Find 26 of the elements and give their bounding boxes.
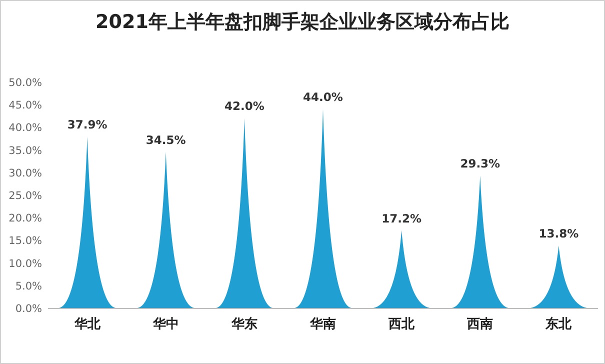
x-tick-label: 西北 [388,317,416,332]
data-label: 17.2% [382,211,422,226]
y-tick-label: 15.0% [8,235,42,248]
data-label: 37.9% [67,118,108,132]
y-tick-label: 5.0% [15,280,42,292]
chart-title: 2021年上半年盘扣脚手架企业业务区域分布占比 [96,11,510,33]
x-tick-label: 西南 [466,317,494,332]
y-tick-label: 25.0% [8,190,42,202]
x-tick-label: 东北 [544,316,573,332]
y-tick-label: 35.0% [8,144,42,157]
x-tick-label: 华东 [230,316,258,332]
data-label: 29.3% [460,156,501,171]
y-tick-label: 20.0% [8,212,42,225]
y-tick-label: 40.0% [8,122,42,134]
data-label: 42.0% [224,99,265,114]
data-label: 44.0% [303,90,344,104]
x-tick-label: 华北 [73,317,102,332]
y-tick-label: 50.0% [8,77,42,89]
y-tick-label: 45.0% [8,100,42,112]
y-tick-label: 10.0% [8,258,42,270]
x-tick-label: 华中 [152,317,179,332]
data-label: 34.5% [146,133,186,148]
data-label: 13.8% [538,226,580,241]
y-tick-label: 0.0% [15,303,42,315]
y-tick-label: 30.0% [8,167,42,180]
x-tick-label: 华南 [309,317,336,332]
